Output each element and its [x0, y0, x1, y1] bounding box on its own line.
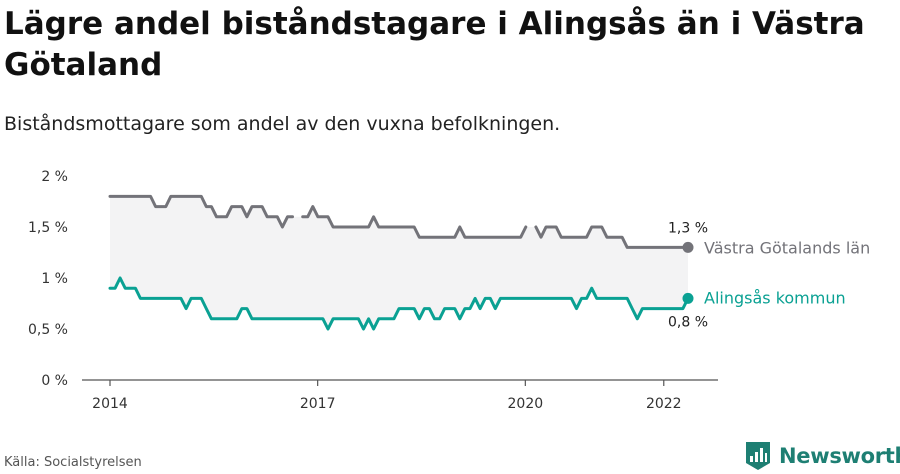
end-point-alingsas: [682, 292, 694, 304]
end-value-label-alingsas: 0,8 %: [668, 314, 708, 330]
chart-title: Lägre andel biståndstagare i Alingsås än…: [4, 6, 865, 83]
y-tick-label: 0,5 %: [28, 322, 68, 338]
x-tick-label: 2017: [300, 396, 336, 412]
series-band: [110, 196, 688, 329]
chart-subtitle: Biståndsmottagare som andel av den vuxna…: [4, 113, 561, 135]
range-band: [110, 196, 688, 329]
end-point-vastra-gotaland: [682, 241, 694, 253]
source-note: Källa: Socialstyrelsen: [4, 455, 142, 470]
series-line-vastra-gotaland: [108, 194, 690, 249]
x-tick-label: 2014: [92, 396, 128, 412]
newsworthy-logo-icon: [746, 442, 770, 470]
brand-name: Newsworthy: [779, 444, 900, 468]
brand-logo: Newsworthy: [745, 440, 900, 472]
y-tick-label: 0 %: [41, 373, 68, 389]
series-label-vastra-gotaland: Västra Götalands län: [704, 238, 870, 257]
series-lines: [108, 194, 694, 331]
y-tick-label: 1,5 %: [28, 220, 68, 236]
series-labels: 1,3 % Västra Götalands län 0,8 % Alingsås k…: [668, 220, 870, 330]
series-label-alingsas: Alingsås kommun: [704, 288, 846, 307]
axes: 0 % 0,5 % 1 % 1,5 % 2 % 2014 2017 2020 2022: [28, 169, 718, 412]
y-tick-label: 1 %: [41, 271, 68, 287]
y-tick-label: 2 %: [41, 169, 68, 185]
series-line-alingsas: [108, 276, 690, 331]
x-tick-label: 2022: [646, 396, 682, 412]
x-tick-label: 2020: [508, 396, 544, 412]
end-value-label-vastra-gotaland: 1,3 %: [668, 220, 708, 236]
